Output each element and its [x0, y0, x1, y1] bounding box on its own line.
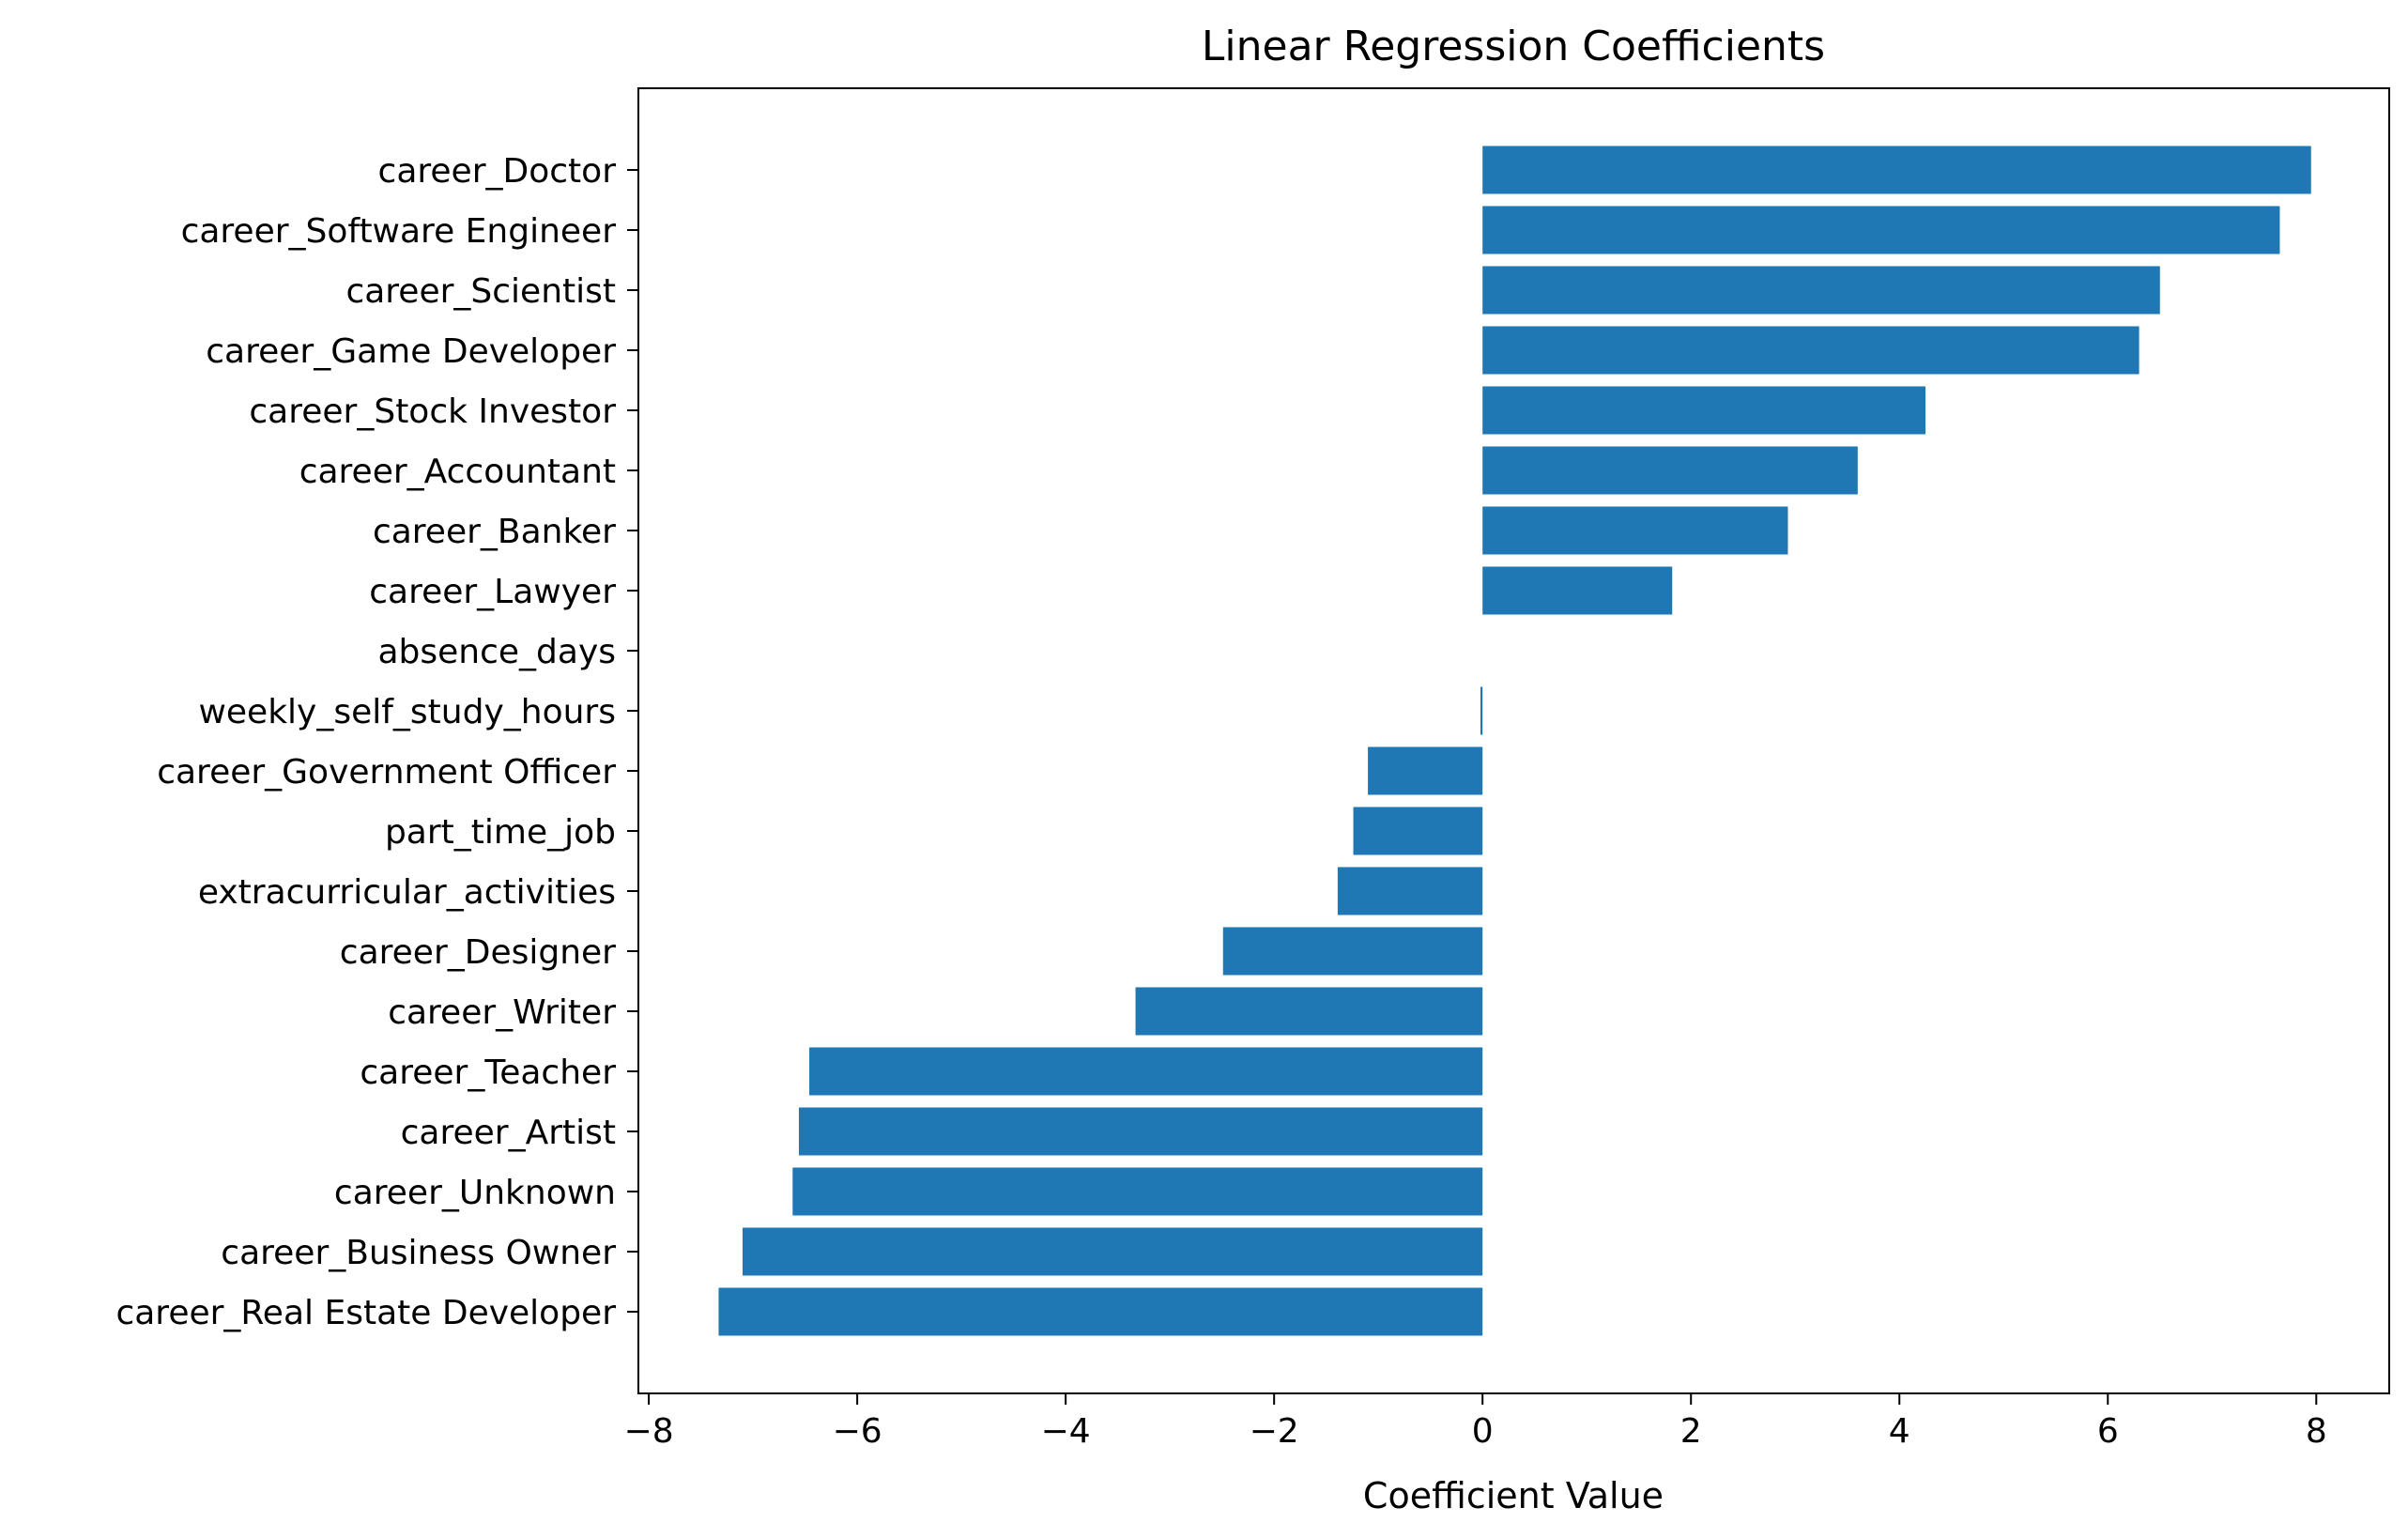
- y-tick-label: extracurricular_activities: [198, 873, 616, 912]
- y-tick-label: career_Government Officer: [157, 753, 616, 792]
- y-tick-labels: career_Doctor career_Software Engineer car…: [115, 152, 638, 1332]
- bar: [1482, 446, 1858, 495]
- y-tick-label: career_Game Developer: [206, 332, 616, 371]
- y-tick-label: career_Designer: [340, 933, 616, 972]
- x-tick-label: −2: [1250, 1412, 1299, 1451]
- y-tick-label: career_Artist: [401, 1114, 616, 1152]
- chart-title: Linear Regression Coefficients: [1202, 23, 1825, 70]
- x-tick-label: 8: [2306, 1412, 2327, 1451]
- bar: [718, 1287, 1483, 1336]
- bar: [1480, 686, 1483, 735]
- bar: [1482, 386, 1925, 435]
- y-tick-label: career_Teacher: [360, 1054, 616, 1092]
- bar: [1222, 927, 1483, 976]
- bar: [798, 1107, 1483, 1156]
- x-axis-label: Coefficient Value: [1363, 1475, 1664, 1516]
- y-tick-label: career_Accountant: [299, 453, 616, 491]
- y-tick-label: career_Unknown: [334, 1174, 616, 1212]
- y-tick-label: career_Writer: [388, 993, 616, 1032]
- y-tick-label: career_Banker: [373, 513, 616, 551]
- bar: [743, 1227, 1483, 1276]
- bar: [809, 1047, 1483, 1096]
- bar: [1482, 266, 2160, 315]
- bar: [1482, 206, 2280, 254]
- bars-group: [718, 146, 2311, 1336]
- bar: [1482, 506, 1788, 555]
- y-tick-label: career_Scientist: [345, 272, 616, 311]
- y-tick-label: career_Lawyer: [369, 573, 616, 611]
- x-tick-label: 2: [1680, 1412, 1702, 1451]
- y-tick-label: career_Business Owner: [221, 1234, 616, 1272]
- x-tick-label: 4: [1889, 1412, 1910, 1451]
- x-tick-label: 0: [1472, 1412, 1494, 1451]
- bar: [1368, 746, 1483, 795]
- x-tick-label: −6: [833, 1412, 882, 1451]
- y-tick-label: absence_days: [377, 633, 616, 671]
- y-tick-label: weekly_self_study_hours: [198, 693, 616, 731]
- x-ticks: −8 −6 −4 −2 0 2 4 6 8: [624, 1393, 2327, 1451]
- bar: [1482, 326, 2140, 375]
- bar: [1482, 146, 2311, 194]
- bar: [1135, 987, 1483, 1036]
- bar: [1353, 807, 1483, 855]
- x-tick-label: 6: [2097, 1412, 2119, 1451]
- x-tick-label: −8: [624, 1412, 674, 1451]
- plot-frame: [637, 87, 2390, 1394]
- x-tick-label: −4: [1041, 1412, 1091, 1451]
- y-tick-label: career_Software Engineer: [181, 212, 617, 251]
- y-tick-label: part_time_job: [385, 813, 616, 852]
- bar: [1337, 867, 1483, 915]
- y-tick-label: career_Real Estate Developer: [115, 1294, 616, 1332]
- y-tick-label: career_Doctor: [378, 152, 617, 191]
- y-tick-label: career_Stock Investor: [249, 392, 616, 431]
- bar: [1482, 566, 1673, 615]
- bar: [792, 1167, 1483, 1216]
